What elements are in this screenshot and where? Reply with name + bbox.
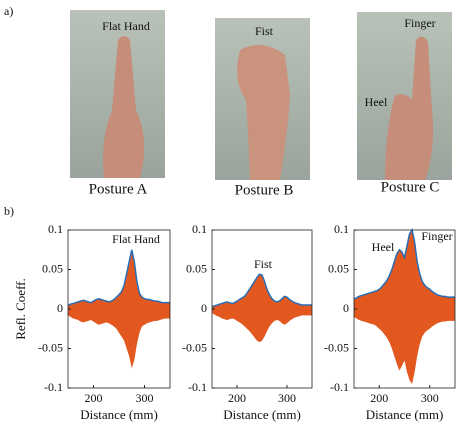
x-tick-label: 300 <box>136 391 154 405</box>
photo-label: Fist <box>255 24 274 38</box>
signal-area <box>354 230 455 385</box>
panel-label: b) <box>4 204 14 218</box>
signal-area <box>212 274 312 343</box>
y-tick-label: -0.1 <box>188 380 207 394</box>
caption: Posture B <box>235 182 294 198</box>
photo <box>215 18 310 180</box>
photo-label: Flat Hand <box>102 19 150 33</box>
x-tick-label: 200 <box>85 391 103 405</box>
x-axis-label: Distance (mm) <box>366 407 444 422</box>
annotation: Heel <box>372 240 395 254</box>
y-axis-label: Refl. Coeff. <box>13 278 28 340</box>
annotation: Fist <box>254 257 273 271</box>
y-tick-label: 0.05 <box>186 261 207 275</box>
x-tick-label: 200 <box>228 391 246 405</box>
envelope-line <box>67 249 170 306</box>
x-axis-label: Distance (mm) <box>223 407 301 422</box>
envelope-line <box>353 228 455 300</box>
y-tick-label: 0 <box>343 301 349 315</box>
photo-label: Heel <box>365 95 388 109</box>
panel-label: a) <box>4 4 13 18</box>
x-tick-label: 300 <box>278 391 296 405</box>
y-tick-label: -0.1 <box>330 380 349 394</box>
y-tick-label: -0.05 <box>38 340 63 354</box>
y-tick-label: 0.05 <box>42 261 63 275</box>
envelope-line <box>211 273 312 308</box>
annotation: Finger <box>421 229 452 243</box>
y-tick-label: 0 <box>57 301 63 315</box>
y-tick-label: 0 <box>201 301 207 315</box>
y-tick-label: -0.05 <box>182 340 207 354</box>
x-axis-label: Distance (mm) <box>80 407 158 422</box>
caption: Posture C <box>381 179 440 195</box>
signal-area <box>68 249 170 369</box>
y-tick-label: -0.05 <box>324 340 349 354</box>
y-tick-label: -0.1 <box>44 380 63 394</box>
photo-label: Finger <box>404 16 435 30</box>
x-tick-label: 300 <box>421 391 439 405</box>
photo <box>357 12 452 180</box>
photo <box>70 10 165 178</box>
y-tick-label: 0.1 <box>48 222 63 236</box>
y-tick-label: 0.05 <box>328 261 349 275</box>
x-tick-label: 200 <box>370 391 388 405</box>
caption: Posture A <box>89 181 148 197</box>
y-tick-label: 0.1 <box>192 222 207 236</box>
y-tick-label: 0.1 <box>334 222 349 236</box>
annotation: Flat Hand <box>112 232 160 246</box>
